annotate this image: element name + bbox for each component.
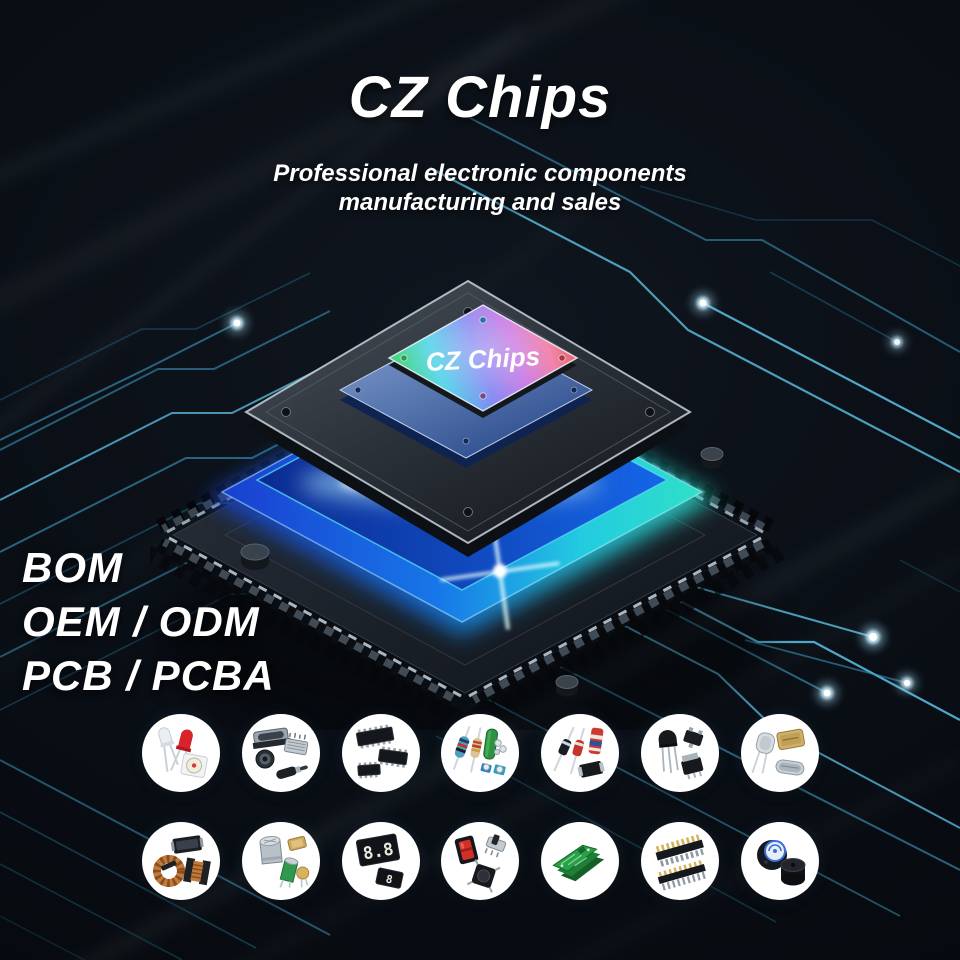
- subtitle-line2: manufacturing and sales: [338, 189, 622, 216]
- services-list: BOM OEM / ODM PCB / PCBA: [22, 541, 275, 703]
- seven-segment-digits-small: 8: [384, 873, 393, 887]
- chip-rainbow-die: CZ Chips: [387, 304, 579, 418]
- brand-title: CZ Chips: [348, 65, 612, 130]
- pin-header-components-icon: [655, 834, 707, 891]
- switch-components-icon: [455, 834, 507, 893]
- connector-components-icon: [252, 727, 309, 779]
- product-photo-seven-segment-displays: 8.8 8: [341, 822, 420, 900]
- product-photo-pin-headers: [641, 822, 720, 900]
- product-photo-capacitors: [241, 822, 320, 900]
- product-photo-ic-chips: [341, 714, 420, 792]
- chip-front-pins: [143, 536, 787, 718]
- subtitle: Professional electronic components manuf…: [0, 159, 960, 217]
- buzzer-components-icon: [756, 840, 806, 886]
- right-trace-bundle: [429, 117, 960, 923]
- product-photo-connectors: [241, 714, 320, 792]
- service-pcb-pcba: PCB / PCBA: [22, 652, 275, 699]
- product-photo-transistors: [641, 714, 720, 792]
- product-photo-leds: [142, 714, 220, 792]
- inductor-components-icon: [153, 835, 211, 887]
- service-oem-odm: OEM / ODM: [22, 598, 260, 645]
- subtitle-line1: Professional electronic components: [273, 160, 687, 187]
- lens-flare: [440, 514, 560, 630]
- product-photo-pcb-boards: [541, 822, 620, 900]
- product-row-1: [142, 714, 819, 792]
- diode-components-icon: [553, 726, 606, 778]
- transistor-components-icon: [658, 726, 704, 780]
- resistor-components-icon: [453, 725, 508, 776]
- seven-segment-display-icon: 8.8 8: [355, 833, 404, 889]
- chip-3d-illustration: CZ Chips: [143, 240, 810, 755]
- product-photo-crystals: [740, 714, 819, 792]
- product-photo-inductors: [142, 822, 220, 900]
- pcb-board-components-icon: [552, 844, 605, 882]
- base-capacitor-buttons: [240, 447, 724, 697]
- product-row-2: 8.8 8: [142, 822, 819, 900]
- led-components-icon: [158, 727, 208, 778]
- chip-die-label: CZ Chips: [425, 341, 541, 377]
- ic-chip-components-icon: [355, 724, 408, 779]
- product-photo-switches: [441, 822, 520, 900]
- capacitor-components-icon: [259, 835, 310, 888]
- service-bom: BOM: [22, 544, 123, 591]
- product-photo-buzzers: [740, 822, 819, 900]
- product-photo-resistors: [441, 714, 520, 792]
- trace-glow-pads: [225, 291, 918, 705]
- crystal-oscillator-components-icon: [751, 728, 805, 776]
- product-photo-diodes: [541, 714, 620, 792]
